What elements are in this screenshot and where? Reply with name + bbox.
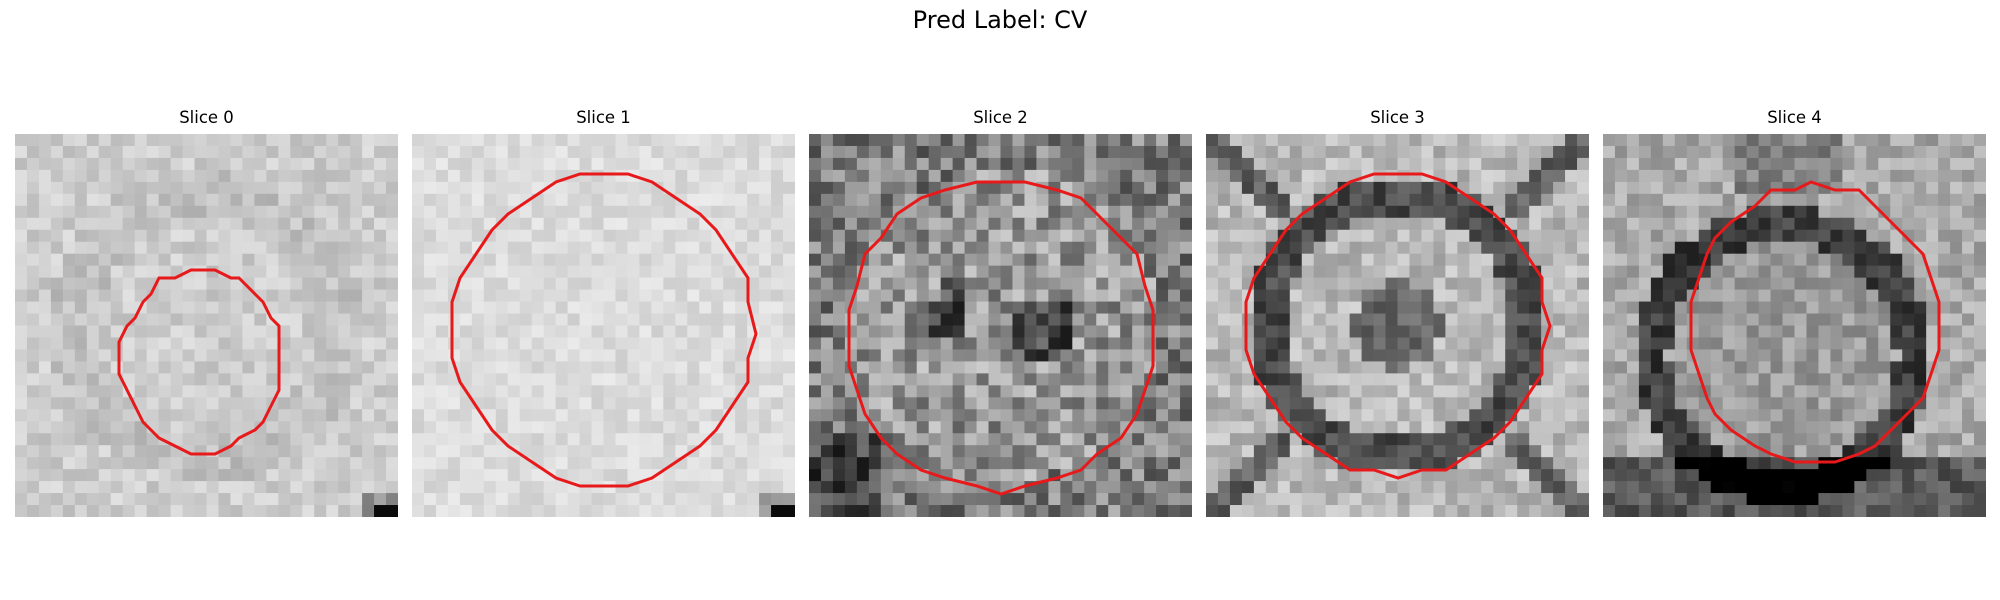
slice-canvas [412,134,795,517]
prediction-contour [847,180,1155,496]
slice-title: Slice 3 [1370,108,1425,127]
slice-image [809,134,1192,517]
slice-title: Slice 4 [1767,108,1822,127]
slice-title: Slice 0 [179,108,234,127]
prediction-contour [1244,172,1552,480]
slice-image [1206,134,1589,517]
prediction-contour [1689,180,1941,464]
slice-title: Slice 1 [576,108,631,127]
slice-title: Slice 2 [973,108,1028,127]
figure-title: Pred Label: CV [912,6,1088,34]
slice-canvas [809,134,1192,517]
slice-canvas [15,134,398,517]
slice-image [1603,134,1986,517]
slice-canvas [1206,134,1589,517]
prediction-contour [117,268,281,456]
slice-image [15,134,398,517]
prediction-contour [450,172,758,488]
slice-canvas [1603,134,1986,517]
slice-image [412,134,795,517]
